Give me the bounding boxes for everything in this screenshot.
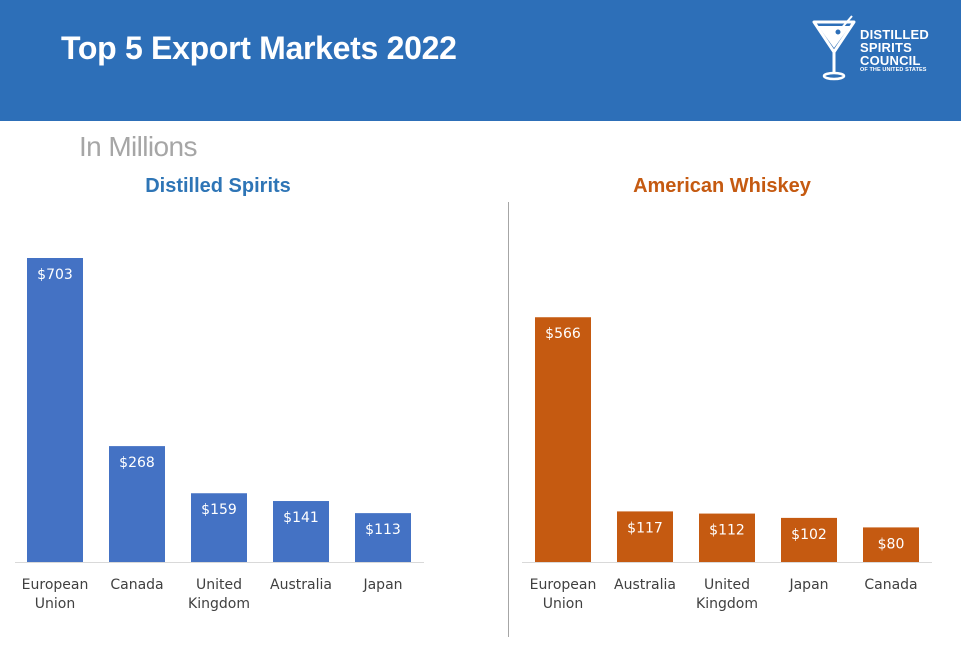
distilled-spirits-chart-title: Distilled Spirits [145,175,291,197]
bar-value-label: $141 [283,510,319,526]
category-label: Japan [362,577,402,593]
bar [617,511,673,562]
category-label: Kingdom [188,596,250,612]
category-label: Australia [614,577,676,593]
bar-value-label: $102 [791,527,827,543]
martini-glass-icon [812,15,856,81]
bar-value-label: $113 [365,522,401,538]
units-subtitle: In Millions [79,131,197,162]
page-title: Top 5 Export Markets 2022 [61,30,457,66]
category-label: Canada [110,577,163,593]
bar-value-label: $566 [545,326,581,342]
bar [781,517,837,562]
category-label: European [22,577,89,593]
american-whiskey-chart-title: American Whiskey [633,175,811,197]
bar-value-label: $703 [37,267,73,283]
category-label: Japan [788,577,828,593]
category-label: Australia [270,577,332,593]
category-label: Union [35,596,75,612]
bar [863,527,919,562]
logo-text: DISTILLED SPIRITS COUNCIL OF THE UNITED … [860,28,929,74]
bar-value-label: $112 [709,523,745,539]
logo-line-4: OF THE UNITED STATES [860,67,927,73]
category-label: Kingdom [696,596,758,612]
bar [355,513,411,562]
logo-line-2: SPIRITS [860,40,912,55]
bar-value-label: $159 [201,502,237,518]
bar [273,501,329,562]
chart-divider [508,202,509,637]
bar-value-label: $80 [878,536,905,552]
bar-value-label: $117 [627,520,663,536]
bar [699,513,755,562]
bar [109,446,165,562]
category-label: United [196,577,242,593]
header-banner: Top 5 Export Markets 2022 DISTILLED SPIR… [0,0,961,121]
american-whiskey-chart: $566 European Union $117 Australia $112 United… [522,317,932,612]
category-label: United [704,577,750,593]
bar [27,258,83,562]
category-label: Union [543,596,583,612]
distilled-spirits-council-logo: DISTILLED SPIRITS COUNCIL OF THE UNITED … [808,12,948,84]
bar-value-label: $268 [119,455,155,471]
distilled-spirits-chart: $703 European Union $268 Canada $159 United Kin… [15,258,424,612]
bar [535,317,591,562]
category-label: Canada [864,577,917,593]
logo-line-3: COUNCIL [860,53,921,68]
bar [191,493,247,562]
logo-line-1: DISTILLED [860,27,929,42]
category-label: European [530,577,597,593]
